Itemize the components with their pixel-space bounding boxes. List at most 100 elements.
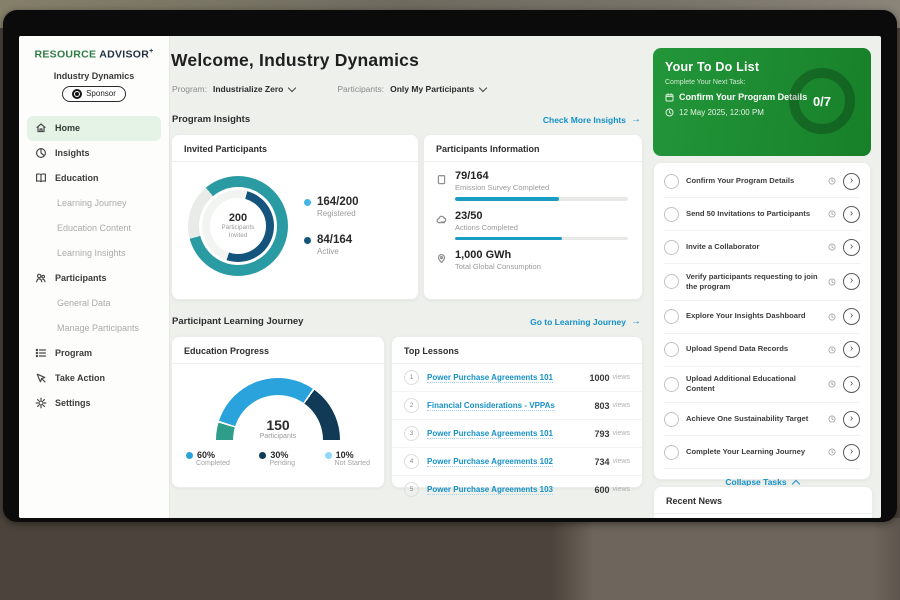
sidebar-item-label: Participants: [55, 273, 107, 283]
page-title: Welcome, Industry Dynamics: [171, 50, 420, 70]
task-open-button[interactable]: ›: [843, 308, 860, 325]
task-checkbox[interactable]: [664, 411, 679, 427]
sidebar-item-general-data[interactable]: General Data: [27, 291, 161, 316]
clock-icon: [828, 312, 836, 321]
survey-clipboard-icon: [436, 170, 447, 201]
task-row: Upload Additional Educational Content ›: [664, 367, 860, 403]
top-lessons-card: Top Lessons 1 Power Purchase Agreements …: [391, 336, 643, 497]
sidebar-item-learning-insights[interactable]: Learning Insights: [27, 241, 161, 266]
lesson-link[interactable]: Financial Considerations - VPPAs: [427, 400, 555, 411]
task-checkbox[interactable]: [664, 342, 679, 357]
logo-resource: RESOURCE: [34, 48, 97, 61]
clock-icon: [828, 243, 836, 251]
program-filter-value: Industrialize Zero: [212, 84, 284, 94]
task-row: Send 50 Invitations to Participants ›: [664, 198, 860, 231]
section-title: Program Insights: [172, 114, 251, 125]
task-row: Upload Spend Data Records ›: [664, 334, 860, 367]
lesson-link[interactable]: Power Purchase Agreements 102: [427, 456, 553, 467]
consumption-stat: 1,000 GWh Total Global Consumption: [436, 249, 628, 271]
sidebar-item-label: Education: [55, 173, 99, 183]
clock-icon: [828, 380, 836, 388]
participants-filter-value: Only My Participants: [390, 84, 475, 94]
participants-filter-label: Participants:: [337, 84, 385, 94]
task-open-button[interactable]: ›: [843, 375, 860, 393]
task-checkbox[interactable]: [664, 173, 679, 189]
clock-icon: [828, 345, 836, 354]
task-open-button[interactable]: ›: [843, 273, 860, 291]
sidebar-item-education[interactable]: Education: [27, 166, 161, 191]
donut-center-value: 200: [228, 212, 248, 225]
clock-icon: [828, 278, 836, 286]
legend-dot: [186, 451, 193, 459]
legend-completed: 60% Completed: [186, 450, 230, 467]
sidebar-item-insights[interactable]: Insights: [27, 141, 161, 166]
collapse-tasks-link[interactable]: Collapse Tasks: [664, 469, 860, 488]
lesson-row: 4 Power Purchase Agreements 102 734 view…: [392, 448, 642, 476]
task-open-button[interactable]: ›: [843, 205, 860, 223]
task-open-button[interactable]: ›: [843, 341, 860, 358]
recent-news-card: Recent News: [653, 486, 873, 518]
donut-legend: 164/200 Registered 84/164 Active: [304, 196, 359, 256]
sponsor-badge[interactable]: Sponsor: [62, 85, 126, 102]
organization-name: Industry Dynamics: [53, 70, 135, 81]
clock-icon: [828, 415, 836, 423]
sidebar-item-participants[interactable]: Participants: [27, 266, 161, 291]
education-progress-card: Education Progress 150 Participants 60% …: [171, 336, 385, 488]
todo-next-task: Confirm Your Program Details: [665, 92, 859, 102]
sidebar: RESOURCE ADVISOR+ Industry Dynamics Spon…: [19, 36, 170, 518]
program-filter[interactable]: Program: Industrialize Zero: [172, 83, 297, 94]
clock-icon: [828, 177, 836, 185]
task-open-button[interactable]: ›: [843, 443, 860, 461]
task-checkbox[interactable]: [664, 239, 679, 255]
actions-cloud-icon: [436, 210, 447, 241]
lesson-row: 2 Financial Considerations - VPPAs 803 v…: [392, 392, 642, 420]
legend-dot: [324, 451, 332, 459]
task-checkbox[interactable]: [664, 309, 679, 324]
chevron-down-icon: [478, 83, 488, 92]
sidebar-item-education-content[interactable]: Education Content: [27, 216, 161, 241]
task-row: Verify participants requesting to join t…: [664, 264, 860, 301]
legend-not-started: 10% Not Started: [324, 450, 370, 467]
task-checkbox[interactable]: [664, 206, 679, 222]
donut-center: 200 Participants Invited: [210, 198, 266, 254]
home-icon: [35, 122, 47, 134]
program-filter-label: Program:: [172, 84, 207, 94]
go-to-learning-journey-link[interactable]: Go to Learning Journey →: [530, 316, 641, 327]
sidebar-item-learning-journey[interactable]: Learning Journey: [27, 191, 161, 216]
task-open-button[interactable]: ›: [843, 410, 860, 428]
invited-participants-donut-chart: 200 Participants Invited: [188, 176, 288, 276]
sidebar-nav: Home Insights Education Learning Journey…: [19, 115, 169, 416]
filters-row: Program: Industrialize Zero Participants…: [172, 83, 488, 94]
task-checkbox[interactable]: [664, 444, 679, 460]
learning-journey-header: Participant Learning Journey Go to Learn…: [172, 316, 641, 327]
lesson-link[interactable]: Power Purchase Agreements 101: [427, 372, 553, 383]
sidebar-item-settings[interactable]: Settings: [27, 391, 161, 416]
task-checkbox[interactable]: [664, 376, 679, 392]
sidebar-item-program[interactable]: Program: [27, 341, 161, 366]
sidebar-item-label: Education Content: [57, 223, 132, 233]
task-checkbox[interactable]: [664, 274, 679, 290]
invited-participants-card: Invited Participants 200 Participants In…: [171, 134, 419, 300]
sidebar-item-home[interactable]: Home: [27, 115, 161, 141]
task-row: Confirm Your Program Details ›: [664, 165, 860, 198]
task-open-button[interactable]: ›: [843, 238, 860, 256]
task-open-button[interactable]: ›: [843, 172, 860, 190]
education-book-icon: [35, 172, 47, 184]
gauge-legend: 60% Completed 30% Pending 10% Not Starte…: [172, 440, 384, 467]
legend-pending: 30% Pending: [259, 450, 295, 467]
check-more-insights-link[interactable]: Check More Insights →: [542, 114, 641, 125]
progress-track: [455, 236, 628, 240]
todo-datetime: 12 May 2025, 12:00 PM: [665, 108, 859, 117]
task-row: Invite a Collaborator ›: [664, 231, 860, 264]
participants-information-card: Participants Information 79/164 Emission…: [423, 134, 643, 300]
card-title: Invited Participants: [172, 135, 418, 162]
todo-tasks-card: Confirm Your Program Details › Send 50 I…: [653, 162, 871, 488]
lesson-rank: 2: [404, 398, 419, 413]
progress-track: [455, 197, 628, 201]
participants-filter[interactable]: Participants: Only My Participants: [337, 83, 488, 94]
card-title: Recent News: [654, 487, 872, 514]
sidebar-item-manage-participants[interactable]: Manage Participants: [27, 316, 161, 341]
sidebar-item-take-action[interactable]: Take Action: [27, 366, 161, 391]
lesson-link[interactable]: Power Purchase Agreements 101: [427, 428, 553, 439]
lesson-link[interactable]: Power Purchase Agreements 103: [427, 484, 553, 495]
